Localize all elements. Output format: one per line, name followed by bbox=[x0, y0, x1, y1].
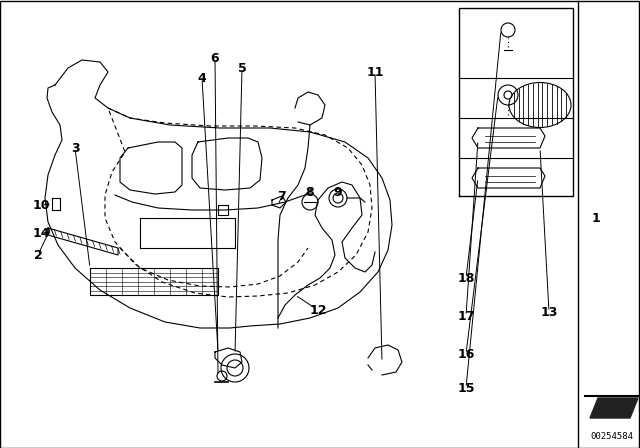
Text: 16: 16 bbox=[458, 348, 475, 361]
Text: 00254584: 00254584 bbox=[591, 431, 634, 440]
Text: 8: 8 bbox=[306, 185, 314, 198]
Text: 4: 4 bbox=[198, 72, 206, 85]
Text: 17: 17 bbox=[457, 310, 475, 323]
Text: 15: 15 bbox=[457, 382, 475, 395]
Text: 13: 13 bbox=[540, 306, 557, 319]
Text: 12: 12 bbox=[309, 303, 327, 316]
Text: 5: 5 bbox=[237, 61, 246, 74]
Text: 11: 11 bbox=[366, 65, 384, 78]
Text: 7: 7 bbox=[278, 190, 286, 202]
Text: 1: 1 bbox=[591, 211, 600, 224]
Text: 6: 6 bbox=[211, 52, 220, 65]
Text: 14: 14 bbox=[32, 227, 50, 240]
Text: 3: 3 bbox=[70, 142, 79, 155]
Text: 2: 2 bbox=[34, 249, 42, 262]
Polygon shape bbox=[590, 398, 638, 418]
Text: 10: 10 bbox=[32, 198, 50, 211]
Text: 9: 9 bbox=[333, 185, 342, 198]
Text: 18: 18 bbox=[458, 271, 475, 284]
